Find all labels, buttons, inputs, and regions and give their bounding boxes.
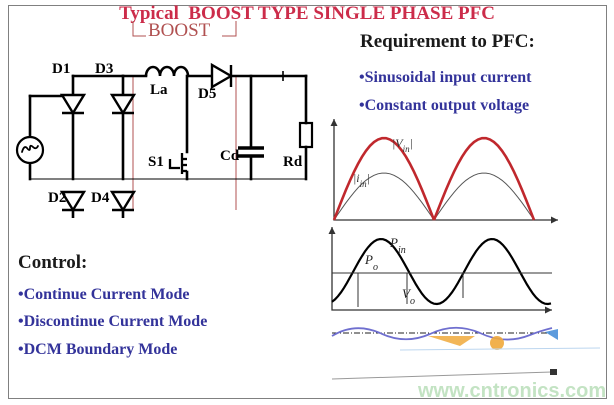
- svg-text:|iin|: |iin|: [353, 171, 370, 189]
- svg-text:D4: D4: [91, 190, 110, 206]
- svg-text:|Vin|: |Vin|: [392, 136, 413, 154]
- svg-text:Cd: Cd: [220, 148, 240, 164]
- svg-text:D3: D3: [95, 61, 113, 77]
- svg-text:S1: S1: [148, 154, 164, 170]
- svg-text:La: La: [150, 82, 168, 98]
- svg-text:D2: D2: [48, 190, 66, 206]
- svg-text:Vo: Vo: [402, 286, 415, 307]
- svg-text:Rd: Rd: [283, 154, 303, 170]
- svg-text:D1: D1: [52, 61, 70, 77]
- svg-text:D5: D5: [198, 86, 216, 102]
- svg-text:Pin: Pin: [389, 235, 406, 256]
- svg-text:www.cntronics.com: www.cntronics.com: [417, 380, 606, 402]
- svg-text:BOOST: BOOST: [148, 20, 211, 41]
- svg-text:Po: Po: [364, 252, 378, 273]
